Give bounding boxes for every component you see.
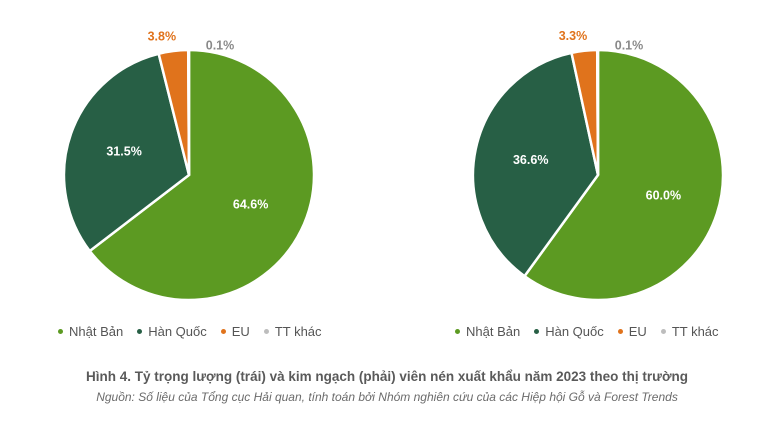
- legend-item-eu: EU: [617, 324, 647, 339]
- legend-label: TT khác: [274, 324, 322, 339]
- data-label: 60.0%: [646, 189, 681, 203]
- data-label: 3.3%: [559, 29, 588, 43]
- legend-left: Nhật Bản Hàn Quốc EU TT khác: [58, 324, 336, 339]
- slice-japan: [87, 48, 316, 302]
- legend-label: Nhật Bản: [466, 324, 521, 339]
- slice-other: [186, 48, 191, 176]
- data-label: 3.8%: [148, 29, 177, 43]
- data-label: 31.5%: [106, 145, 141, 159]
- slice-korea: [62, 52, 191, 253]
- legend-label: Nhật Bản: [69, 324, 124, 339]
- pie-charts: 64.6% 31.5% 3.8% 0.1% 60.0% 36.6% 3.3% 0.1%: [62, 29, 725, 302]
- legend-marker: [58, 329, 63, 334]
- legend-item-korea: Hàn Quốc: [534, 324, 604, 339]
- data-label: 0.1%: [206, 38, 235, 52]
- source-note: Nguồn: Số liệu của Tổng cục Hải quan, tí…: [96, 390, 678, 404]
- legend-marker: [617, 329, 623, 334]
- legend-label: EU: [628, 324, 647, 339]
- pie-chart-volume: 64.6% 31.5% 3.8% 0.1%: [62, 29, 316, 302]
- data-label: 64.6%: [233, 198, 268, 212]
- legend-label: EU: [231, 324, 250, 339]
- pie-chart-value: 60.0% 36.6% 3.3% 0.1%: [471, 29, 725, 302]
- legend-label: Hàn Quốc: [148, 324, 207, 339]
- legend-item-korea: Hàn Quốc: [137, 324, 207, 339]
- data-label: 36.6%: [513, 153, 548, 167]
- slice-japan: [522, 48, 725, 302]
- legend-marker: [137, 329, 143, 334]
- legend-item-other: TT khác: [660, 324, 719, 339]
- legend-item-japan: Nhật Bản: [58, 324, 123, 339]
- legend-right: Nhật Bản Hàn Quốc EU TT khác: [455, 324, 733, 339]
- legend-item-japan: Nhật Bản: [455, 324, 520, 339]
- figure-caption: Hình 4. Tỷ trọng lượng (trái) và kim ngạ…: [85, 369, 689, 384]
- legend-marker: [220, 329, 226, 334]
- slice-korea: [471, 51, 600, 278]
- legend-item-eu: EU: [220, 324, 250, 339]
- legend-marker: [660, 329, 666, 334]
- legend-marker: [455, 329, 460, 334]
- slice-other: [595, 48, 600, 176]
- data-label: 0.1%: [615, 38, 644, 52]
- legend-marker: [263, 329, 269, 334]
- legend-label: Hàn Quốc: [545, 324, 604, 339]
- legend-item-other: TT khác: [263, 324, 322, 339]
- legend-marker: [534, 329, 540, 334]
- legend-label: TT khác: [671, 324, 719, 339]
